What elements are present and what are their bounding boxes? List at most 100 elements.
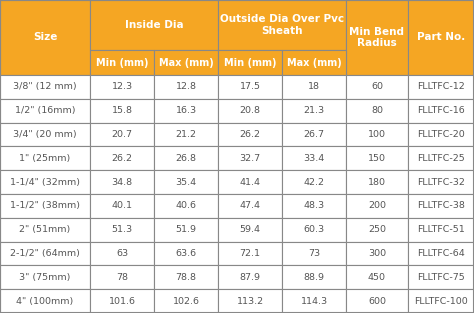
Bar bbox=[218, 265, 282, 289]
Text: 40.1: 40.1 bbox=[111, 201, 133, 210]
Text: 1" (25mm): 1" (25mm) bbox=[19, 154, 71, 163]
Bar bbox=[408, 194, 474, 218]
Text: 250: 250 bbox=[368, 225, 386, 234]
Bar bbox=[346, 0, 408, 75]
Bar bbox=[218, 146, 282, 170]
Text: 20.8: 20.8 bbox=[239, 106, 261, 115]
Bar bbox=[346, 242, 408, 265]
Bar bbox=[218, 75, 282, 99]
Bar bbox=[346, 170, 408, 194]
Text: 20.7: 20.7 bbox=[111, 130, 133, 139]
Bar bbox=[408, 75, 474, 99]
Text: Min (mm): Min (mm) bbox=[224, 58, 276, 68]
Text: 73: 73 bbox=[308, 249, 320, 258]
Bar bbox=[90, 289, 154, 313]
Text: 42.2: 42.2 bbox=[303, 177, 325, 187]
Bar bbox=[90, 218, 154, 242]
Bar bbox=[346, 99, 408, 123]
Text: FLLTFC-16: FLLTFC-16 bbox=[417, 106, 465, 115]
Text: FLLTFC-64: FLLTFC-64 bbox=[417, 249, 465, 258]
Bar bbox=[218, 123, 282, 146]
Bar bbox=[0, 170, 90, 194]
Text: 21.3: 21.3 bbox=[303, 106, 325, 115]
Text: FLLTFC-75: FLLTFC-75 bbox=[417, 273, 465, 282]
Text: 26.8: 26.8 bbox=[175, 154, 197, 163]
Bar bbox=[154, 75, 218, 99]
Bar bbox=[154, 99, 218, 123]
Bar bbox=[282, 123, 346, 146]
Bar bbox=[218, 242, 282, 265]
Text: Min Bend
Radius: Min Bend Radius bbox=[349, 27, 404, 48]
Text: 87.9: 87.9 bbox=[239, 273, 261, 282]
Text: 78.8: 78.8 bbox=[175, 273, 197, 282]
Text: 2-1/2" (64mm): 2-1/2" (64mm) bbox=[10, 249, 80, 258]
Text: 113.2: 113.2 bbox=[237, 297, 264, 305]
Text: Max (mm): Max (mm) bbox=[287, 58, 341, 68]
Text: FLLTFC-20: FLLTFC-20 bbox=[417, 130, 465, 139]
Bar bbox=[282, 50, 346, 75]
Text: 200: 200 bbox=[368, 201, 386, 210]
Text: 48.3: 48.3 bbox=[303, 201, 325, 210]
Bar bbox=[346, 289, 408, 313]
Text: FLLTFC-25: FLLTFC-25 bbox=[417, 154, 465, 163]
Text: Max (mm): Max (mm) bbox=[159, 58, 213, 68]
Bar bbox=[346, 75, 408, 99]
Text: 59.4: 59.4 bbox=[239, 225, 261, 234]
Bar bbox=[218, 50, 282, 75]
Bar bbox=[154, 170, 218, 194]
Bar bbox=[346, 123, 408, 146]
Bar bbox=[408, 170, 474, 194]
Bar bbox=[408, 0, 474, 75]
Bar bbox=[408, 289, 474, 313]
Text: 72.1: 72.1 bbox=[239, 249, 261, 258]
Bar bbox=[90, 99, 154, 123]
Text: 26.2: 26.2 bbox=[111, 154, 133, 163]
Bar bbox=[0, 99, 90, 123]
Text: Size: Size bbox=[33, 33, 57, 43]
Bar bbox=[282, 146, 346, 170]
Text: FLLTFC-32: FLLTFC-32 bbox=[417, 177, 465, 187]
Bar bbox=[218, 0, 346, 50]
Text: 12.3: 12.3 bbox=[111, 82, 133, 91]
Text: 15.8: 15.8 bbox=[111, 106, 133, 115]
Text: FLLTFC-100: FLLTFC-100 bbox=[414, 297, 468, 305]
Bar bbox=[0, 123, 90, 146]
Text: 1/2" (16mm): 1/2" (16mm) bbox=[15, 106, 75, 115]
Bar bbox=[282, 194, 346, 218]
Bar bbox=[408, 265, 474, 289]
Bar bbox=[90, 146, 154, 170]
Text: 40.6: 40.6 bbox=[175, 201, 197, 210]
Bar bbox=[0, 242, 90, 265]
Bar bbox=[408, 218, 474, 242]
Bar bbox=[218, 99, 282, 123]
Text: 51.3: 51.3 bbox=[111, 225, 133, 234]
Text: 60: 60 bbox=[371, 82, 383, 91]
Bar bbox=[90, 170, 154, 194]
Text: 600: 600 bbox=[368, 297, 386, 305]
Bar bbox=[90, 265, 154, 289]
Bar bbox=[346, 265, 408, 289]
Text: 51.9: 51.9 bbox=[175, 225, 197, 234]
Bar bbox=[0, 146, 90, 170]
Bar bbox=[282, 242, 346, 265]
Text: 32.7: 32.7 bbox=[239, 154, 261, 163]
Text: 17.5: 17.5 bbox=[239, 82, 261, 91]
Text: 41.4: 41.4 bbox=[239, 177, 261, 187]
Bar bbox=[282, 75, 346, 99]
Bar bbox=[282, 99, 346, 123]
Text: 101.6: 101.6 bbox=[109, 297, 136, 305]
Bar bbox=[0, 289, 90, 313]
Bar bbox=[218, 194, 282, 218]
Text: Min (mm): Min (mm) bbox=[96, 58, 148, 68]
Bar bbox=[154, 265, 218, 289]
Bar bbox=[282, 289, 346, 313]
Bar bbox=[90, 242, 154, 265]
Text: 100: 100 bbox=[368, 130, 386, 139]
Text: 2" (51mm): 2" (51mm) bbox=[19, 225, 71, 234]
Text: Inside Dia: Inside Dia bbox=[125, 20, 183, 30]
Bar bbox=[282, 170, 346, 194]
Text: 150: 150 bbox=[368, 154, 386, 163]
Bar bbox=[408, 242, 474, 265]
Bar bbox=[408, 123, 474, 146]
Text: 16.3: 16.3 bbox=[175, 106, 197, 115]
